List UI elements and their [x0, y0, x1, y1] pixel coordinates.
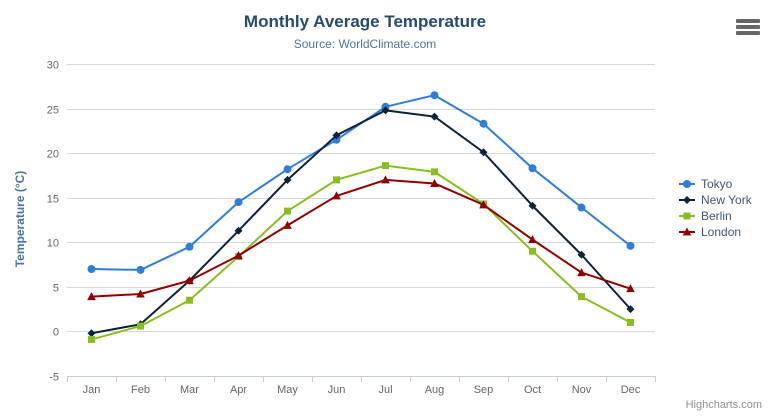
marker-tokyo-apr	[234, 198, 243, 207]
legend: Tokyo New York Berlin London	[678, 176, 752, 240]
marker-london-nov	[577, 268, 586, 277]
y-axis-labels: -5 0 5 10 15 20 25 30	[47, 60, 59, 384]
svg-text:Aug: Aug	[425, 384, 445, 396]
svg-text:Dec: Dec	[621, 384, 641, 396]
marker-berlin-dec	[627, 319, 634, 327]
svg-text:Oct: Oct	[524, 384, 541, 396]
marker-tokyo-nov	[577, 203, 586, 212]
chart-title: Monthly Average Temperature	[243, 12, 487, 31]
series-line-tokyo	[90, 94, 632, 271]
x-axis	[67, 376, 656, 382]
marker-tokyo-feb	[136, 265, 145, 274]
legend-label-tokyo: Tokyo	[701, 177, 733, 191]
marker-new-york-jan	[87, 329, 96, 338]
marker-berlin-mar	[186, 296, 193, 304]
legend-label-london: London	[701, 225, 742, 239]
legend-item-berlin[interactable]: Berlin	[678, 208, 752, 224]
marker-berlin-may	[284, 207, 291, 215]
marker-new-york-sep	[479, 148, 488, 157]
marker-tokyo-dec	[626, 241, 635, 250]
svg-text:10: 10	[47, 238, 59, 250]
marker-new-york-jul	[381, 106, 390, 115]
marker-tokyo-mar	[185, 242, 194, 251]
marker-berlin-jan	[88, 335, 95, 343]
legend-symbol-london	[679, 227, 695, 236]
marker-london-feb	[136, 289, 145, 298]
credits-link[interactable]: Highcharts.com	[685, 399, 762, 411]
marker-london-oct	[528, 235, 537, 244]
marker-berlin-jul	[382, 162, 389, 170]
marker-new-york-aug	[430, 112, 439, 121]
marker-tokyo-oct	[528, 164, 537, 173]
marker-london-mar	[185, 276, 194, 285]
legend-item-new-york[interactable]: New York	[678, 192, 752, 208]
svg-text:Mar: Mar	[180, 384, 199, 396]
svg-text:0: 0	[53, 327, 59, 339]
marker-new-york-oct	[528, 201, 537, 210]
marker-new-york-jun	[332, 131, 341, 140]
svg-text:Jul: Jul	[378, 384, 392, 396]
series-line-berlin	[90, 164, 632, 341]
svg-text:-5: -5	[49, 372, 59, 384]
marker-tokyo-may	[283, 165, 292, 174]
legend-item-london[interactable]: London	[678, 224, 752, 240]
svg-text:25: 25	[47, 105, 59, 117]
marker-berlin-feb	[137, 322, 144, 330]
svg-text:5: 5	[53, 283, 59, 295]
chart-subtitle: Source: WorldClimate.com	[293, 37, 437, 51]
marker-tokyo-sep	[479, 119, 488, 128]
export-menu-button[interactable]	[733, 15, 763, 39]
svg-text:Jan: Jan	[83, 384, 101, 396]
series-london[interactable]	[87, 175, 635, 301]
svg-text:15: 15	[47, 194, 59, 206]
marker-new-york-may	[283, 175, 292, 184]
marker-london-dec	[626, 284, 635, 293]
marker-new-york-dec	[626, 305, 635, 314]
series-new-york[interactable]	[87, 106, 635, 338]
legend-symbol-tokyo	[679, 180, 695, 188]
legend-label-new-york: New York	[701, 193, 752, 207]
legend-symbol-new-york	[679, 196, 695, 204]
marker-london-sep	[479, 200, 488, 209]
marker-london-jan	[87, 292, 96, 301]
legend-label-berlin: Berlin	[701, 209, 732, 223]
legend-symbol-berlin	[679, 212, 695, 220]
series-tokyo[interactable]	[87, 91, 635, 274]
svg-text:May: May	[277, 384, 298, 396]
svg-text:Nov: Nov	[572, 384, 592, 396]
gridlines	[67, 64, 655, 332]
marker-london-jul	[381, 175, 390, 184]
svg-text:Feb: Feb	[131, 384, 150, 396]
y-axis-title: Temperature (°C)	[13, 170, 27, 268]
marker-london-jun	[332, 191, 341, 200]
marker-london-may	[283, 220, 292, 229]
series-line-london	[90, 178, 632, 298]
svg-text:20: 20	[47, 149, 59, 161]
marker-berlin-jun	[333, 176, 340, 184]
marker-berlin-nov	[578, 293, 585, 301]
legend-item-tokyo[interactable]: Tokyo	[678, 176, 752, 192]
marker-tokyo-jan	[87, 265, 96, 274]
hamburger-icon	[736, 19, 760, 35]
marker-new-york-nov	[577, 250, 586, 259]
svg-text:30: 30	[47, 60, 59, 72]
marker-berlin-aug	[431, 168, 438, 176]
marker-london-apr	[234, 251, 243, 260]
svg-text:Sep: Sep	[474, 384, 494, 396]
marker-new-york-apr	[234, 226, 243, 235]
marker-london-aug	[430, 178, 439, 187]
x-axis-labels: Jan Feb Mar Apr May Jun Jul Aug Sep Oct Nov Dec	[83, 384, 641, 396]
marker-berlin-oct	[529, 247, 536, 255]
svg-text:Apr: Apr	[230, 384, 247, 396]
marker-tokyo-aug	[430, 91, 439, 100]
svg-text:Jun: Jun	[328, 384, 346, 396]
series-line-new-york	[90, 109, 632, 335]
